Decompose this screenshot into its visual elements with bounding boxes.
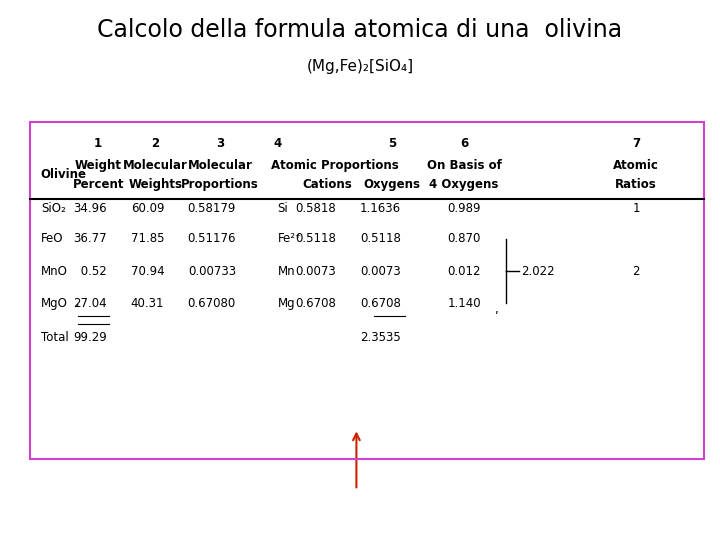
Text: 27.04: 27.04 — [73, 297, 107, 310]
Text: 34.96: 34.96 — [73, 202, 107, 215]
Text: 2: 2 — [151, 137, 160, 150]
Text: (Mg,Fe)₂[SiO₄]: (Mg,Fe)₂[SiO₄] — [307, 59, 413, 74]
Text: 7: 7 — [632, 137, 640, 150]
Text: 0.52: 0.52 — [77, 265, 107, 278]
Text: Molecular: Molecular — [123, 159, 188, 172]
Text: 2.3535: 2.3535 — [360, 330, 401, 343]
Text: Ratios: Ratios — [616, 178, 657, 191]
Text: 0.989: 0.989 — [447, 202, 481, 215]
Text: 0.5818: 0.5818 — [296, 202, 336, 215]
Text: 0.58179: 0.58179 — [187, 202, 236, 215]
Text: On Basis of: On Basis of — [426, 159, 501, 172]
Text: Fe²⁺: Fe²⁺ — [277, 232, 302, 245]
Text: 1.140: 1.140 — [447, 297, 481, 310]
Text: 36.77: 36.77 — [73, 232, 107, 245]
Text: Calcolo della formula atomica di una  olivina: Calcolo della formula atomica di una oli… — [97, 17, 623, 42]
Text: SiO₂: SiO₂ — [41, 202, 66, 215]
Text: 1: 1 — [632, 202, 640, 215]
Text: Proportions: Proportions — [181, 178, 259, 191]
Text: 0.00733: 0.00733 — [188, 265, 236, 278]
Text: MnO: MnO — [41, 265, 68, 278]
Text: Si: Si — [277, 202, 288, 215]
Text: 0.51176: 0.51176 — [187, 232, 236, 245]
Text: FeO: FeO — [41, 232, 63, 245]
Text: 71.85: 71.85 — [131, 232, 164, 245]
Text: 1: 1 — [94, 137, 102, 150]
Text: 0.870: 0.870 — [447, 232, 481, 245]
Text: Cations: Cations — [303, 178, 353, 191]
Text: 1.1636: 1.1636 — [360, 202, 401, 215]
Text: Olivine: Olivine — [41, 168, 87, 181]
Text: Atomic: Atomic — [613, 159, 659, 172]
Text: ,: , — [76, 298, 78, 308]
Text: 0.67080: 0.67080 — [188, 297, 236, 310]
Text: 3: 3 — [216, 137, 224, 150]
Text: Oxygens: Oxygens — [364, 178, 420, 191]
Text: 5: 5 — [388, 137, 397, 150]
Text: 0.0073: 0.0073 — [296, 265, 336, 278]
Text: Mg: Mg — [277, 297, 295, 310]
Text: 4 Oxygens: 4 Oxygens — [429, 178, 499, 191]
Text: 40.31: 40.31 — [131, 297, 164, 310]
Text: 0.012: 0.012 — [447, 265, 481, 278]
Text: 70.94: 70.94 — [130, 265, 164, 278]
Text: 99.29: 99.29 — [73, 330, 107, 343]
Text: 0.6708: 0.6708 — [360, 297, 401, 310]
Text: Mn: Mn — [277, 265, 295, 278]
Text: 4: 4 — [274, 137, 282, 150]
Text: Molecular: Molecular — [188, 159, 253, 172]
Text: 60.09: 60.09 — [131, 202, 164, 215]
Text: Atomic Proportions: Atomic Proportions — [271, 159, 399, 172]
Text: Total: Total — [41, 330, 68, 343]
Text: ,: , — [494, 303, 498, 316]
Text: MgO: MgO — [41, 297, 68, 310]
Text: 0.5118: 0.5118 — [360, 232, 401, 245]
Text: Percent: Percent — [73, 178, 124, 191]
Text: 0.5118: 0.5118 — [295, 232, 336, 245]
Text: 0.0073: 0.0073 — [360, 265, 401, 278]
Text: 0.6708: 0.6708 — [295, 297, 336, 310]
Text: Weight: Weight — [75, 159, 122, 172]
Text: 6: 6 — [460, 137, 468, 150]
Text: 2.022: 2.022 — [521, 265, 555, 278]
Text: Weights: Weights — [129, 178, 183, 191]
Text: 2: 2 — [632, 265, 640, 278]
